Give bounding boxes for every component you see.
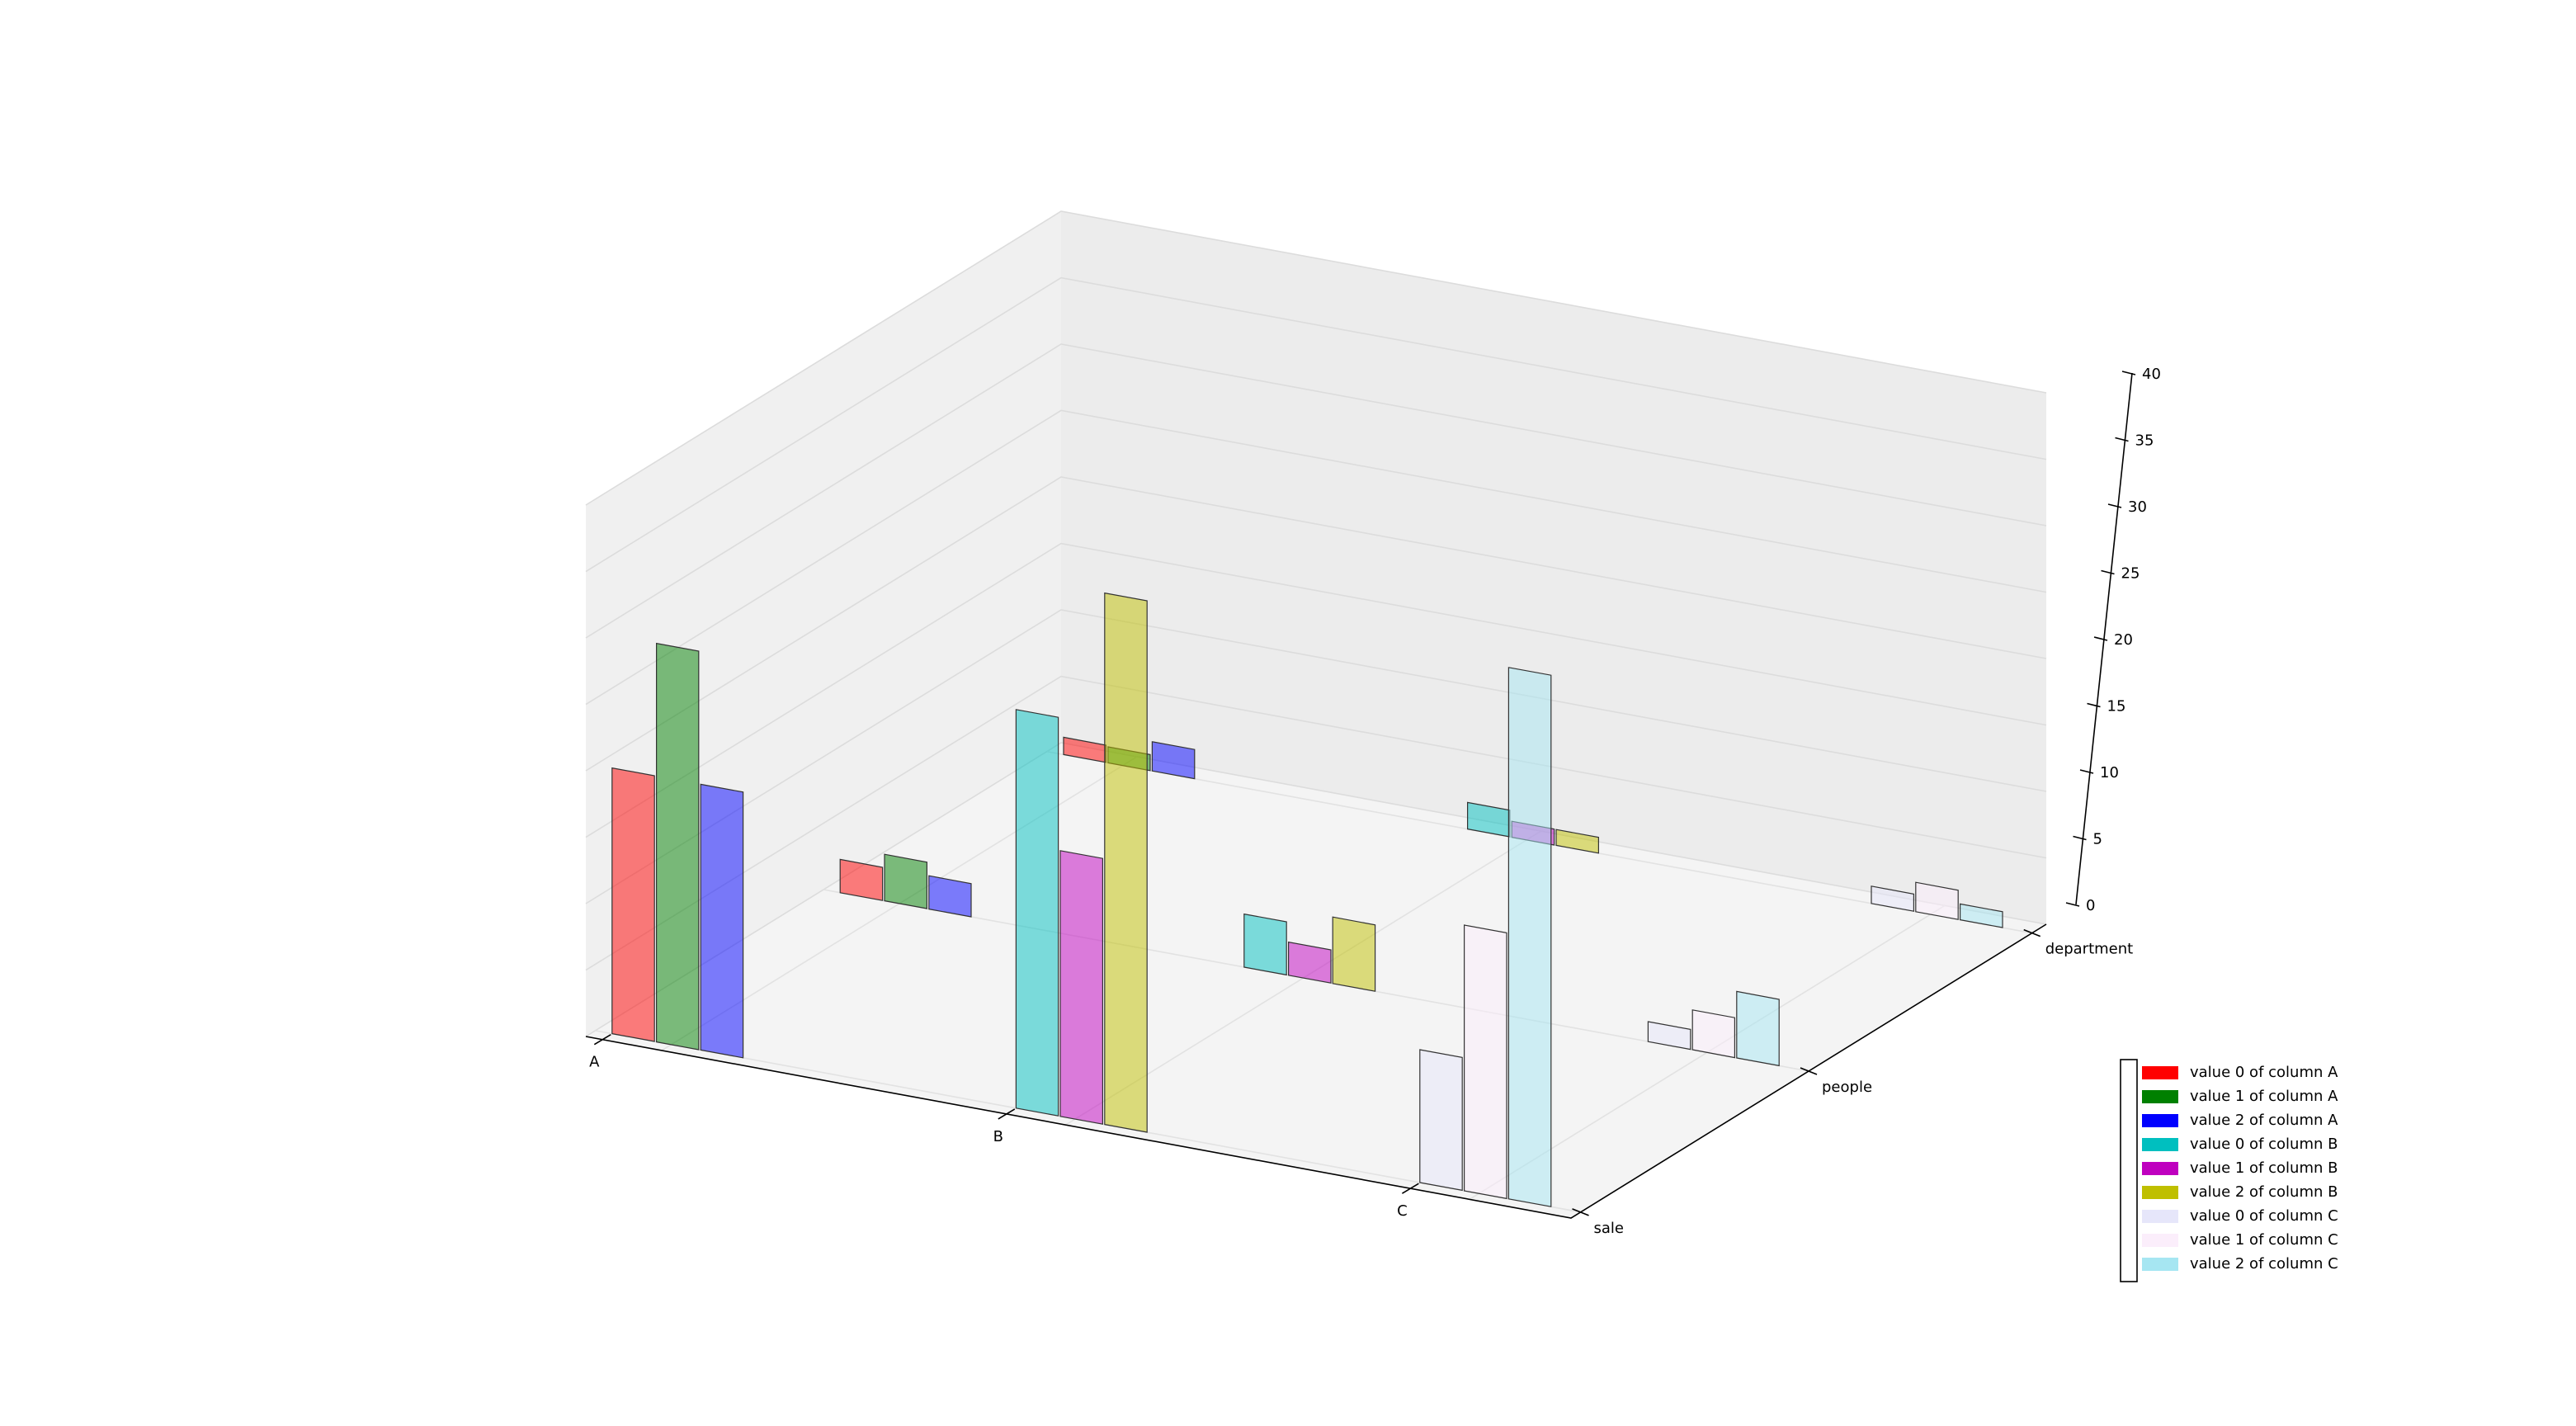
legend-label: value 0 of column B: [2190, 1136, 2338, 1153]
grid-line: [585, 675, 2047, 971]
z-tick-label: 10: [2100, 764, 2119, 781]
bar: [839, 858, 884, 901]
bar: [1287, 941, 1332, 984]
legend-swatch: [2142, 1234, 2178, 1247]
legend-swatch: [2142, 1090, 2178, 1103]
legend-swatch: [2142, 1162, 2178, 1175]
x-tick-label: C: [1397, 1202, 1408, 1220]
z-tick-label: 40: [2142, 366, 2161, 383]
z-tick: [2073, 835, 2087, 841]
z-tick-label: 5: [2093, 831, 2102, 848]
z-tick: [2107, 503, 2122, 508]
grid-line: [585, 409, 2047, 706]
bar: [1015, 709, 1059, 1117]
bar: [1332, 916, 1376, 992]
z-tick-label: 20: [2114, 631, 2133, 649]
grid-line: [585, 476, 2047, 772]
z-tick: [2079, 769, 2094, 774]
z-tick-label: 25: [2121, 565, 2140, 583]
legend-label: value 0 of column C: [2190, 1207, 2338, 1225]
bar: [1463, 924, 1507, 1200]
bar: [1419, 1049, 1463, 1192]
bar: [1243, 913, 1287, 976]
z-tick-label: 15: [2107, 698, 2126, 715]
bar: [611, 767, 655, 1042]
bar: [1871, 885, 1914, 912]
legend-swatch: [2142, 1186, 2178, 1199]
x-tick-label: A: [589, 1054, 600, 1071]
bar: [1555, 829, 1600, 854]
bar: [1691, 1009, 1735, 1059]
bar: [1059, 850, 1104, 1125]
bar: [1104, 592, 1148, 1133]
legend-label: value 2 of column A: [2190, 1112, 2338, 1129]
z-tick: [2087, 702, 2101, 708]
legend-swatch: [2142, 1114, 2178, 1127]
bar: [1960, 903, 2003, 928]
legend-swatch: [2142, 1138, 2178, 1151]
z-tick-label: 30: [2128, 498, 2147, 516]
grid-line: [585, 210, 2047, 506]
legend-label: value 1 of column C: [2190, 1231, 2338, 1249]
bar: [928, 875, 972, 918]
grid-line: [585, 609, 2047, 904]
legend-label: value 1 of column B: [2190, 1159, 2338, 1177]
grid-line: [585, 742, 2047, 1037]
z-tick: [2121, 371, 2136, 375]
grid-line: [585, 542, 2047, 838]
legend-swatch: [2142, 1258, 2178, 1271]
bar: [1736, 990, 1780, 1067]
z-tick: [2093, 636, 2108, 641]
x-tick-label: B: [993, 1128, 1003, 1145]
legend-label: value 2 of column B: [2190, 1183, 2338, 1201]
bar: [1151, 741, 1196, 780]
z-axis: [2075, 372, 2133, 905]
legend-swatch: [2142, 1066, 2178, 1079]
grid-line: [585, 343, 2047, 639]
z-tick: [2115, 437, 2129, 442]
legend-label: value 0 of column A: [2190, 1064, 2338, 1081]
z-tick: [2101, 569, 2115, 575]
z-tick: [2065, 902, 2080, 907]
axis-line: [585, 923, 2047, 1219]
z-tick-label: 35: [2135, 432, 2154, 450]
bar: [1507, 667, 1552, 1207]
z-tick-label: 0: [2086, 897, 2095, 914]
legend-label: value 1 of column A: [2190, 1088, 2338, 1105]
bar: [1915, 881, 1959, 920]
y-tick-label: people: [1822, 1079, 1872, 1096]
y-tick-label: sale: [1594, 1220, 1624, 1237]
legend-swatch: [2142, 1210, 2178, 1223]
legend-box: [2120, 1059, 2138, 1282]
grid-line: [585, 276, 2047, 573]
bar: [655, 642, 700, 1051]
y-tick-label: department: [2045, 941, 2134, 958]
legend-label: value 2 of column C: [2190, 1255, 2338, 1273]
bar: [700, 783, 744, 1059]
bar: [1647, 1021, 1691, 1051]
bar: [884, 853, 928, 909]
